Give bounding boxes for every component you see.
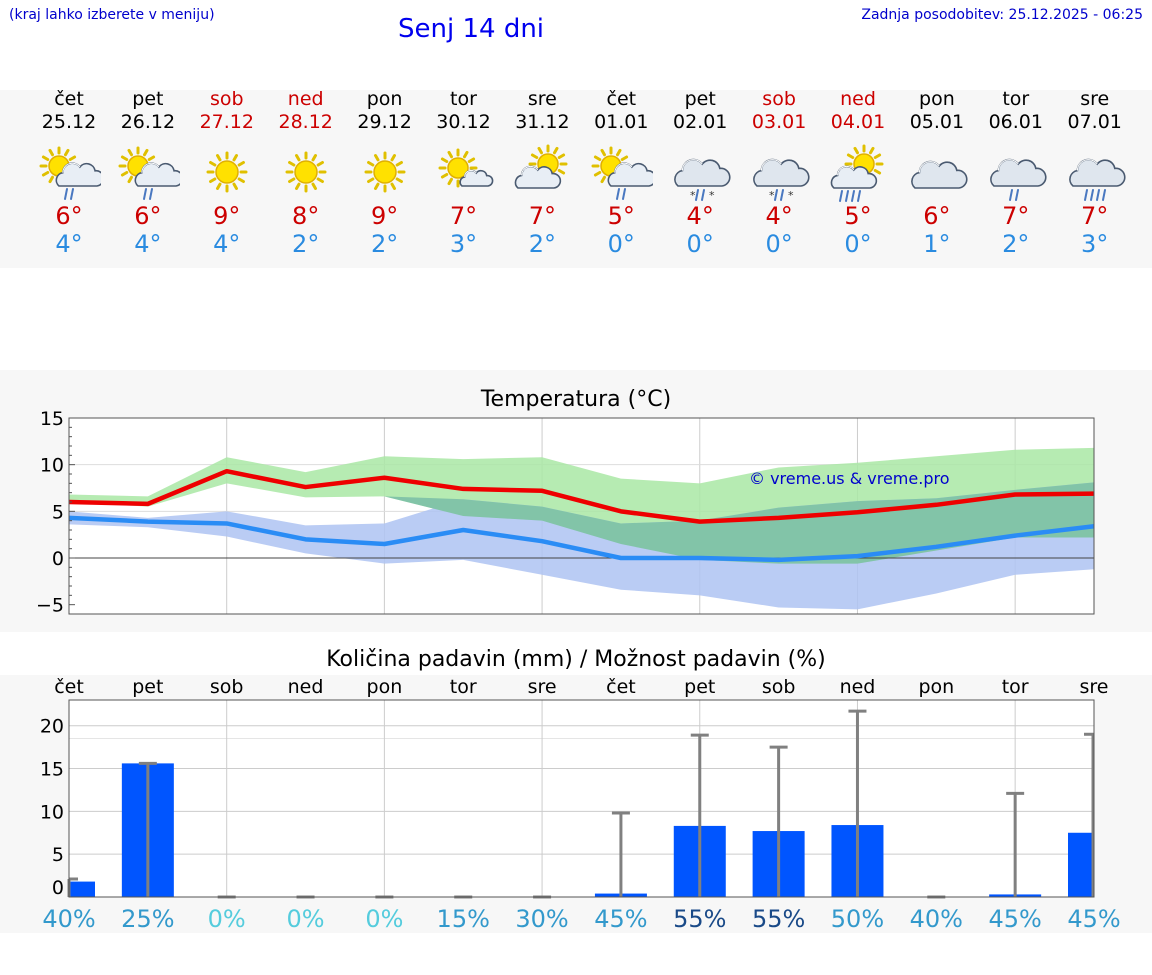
cloud-sleet-icon: * *	[674, 158, 731, 202]
sun-cloud-heavy-rain-icon	[830, 144, 884, 202]
temp-max: 9°	[213, 202, 241, 230]
day-name: sre	[527, 88, 557, 110]
temp-min: 3°	[449, 230, 478, 258]
forecast-day: sob 27.12 9° 4°	[187, 88, 267, 258]
day-date: 26.12	[120, 111, 176, 133]
forecast-day: čet 25.12 6° 4°	[29, 88, 109, 258]
day-date: 25.12	[41, 111, 97, 133]
svg-text:*: *	[690, 189, 696, 202]
sun-icon	[285, 151, 327, 193]
forecast-day: čet 01.01 5° 0°	[581, 88, 661, 258]
forecast-day: ned 28.12 8° 2°	[266, 88, 346, 258]
day-name: pet	[132, 88, 164, 110]
temp-min: 2°	[292, 230, 320, 258]
sun-cloud-rain-icon	[39, 146, 101, 200]
forecast-day: pet 26.12 6° 4°	[108, 88, 188, 258]
temp-min: 0°	[607, 230, 635, 258]
day-date: 30.12	[436, 111, 491, 133]
day-name: tor	[1002, 88, 1030, 110]
temp-max: 4°	[765, 202, 793, 230]
temp-min: 0°	[686, 230, 714, 258]
day-name: čet	[54, 88, 84, 110]
temp-max: 4°	[686, 202, 714, 230]
day-name: ned	[840, 88, 876, 110]
temp-min: 2°	[370, 230, 399, 258]
forecast-day: sre 07.01 7° 3°	[1055, 88, 1135, 258]
day-date: 27.12	[199, 111, 254, 133]
svg-text:*: *	[709, 189, 715, 202]
day-date: 01.01	[594, 111, 649, 133]
sun-icon	[206, 151, 248, 193]
temp-min: 0°	[844, 230, 872, 258]
forecast-day: ned 04.01 5° 0°	[818, 88, 898, 258]
day-date: 02.01	[672, 111, 728, 133]
forecast-day: sob 03.01 * * 4° 0°	[739, 88, 819, 258]
temp-max: 7°	[449, 202, 478, 230]
forecast-day: sre 31.12 7° 2°	[502, 88, 582, 258]
temperature-chart-title: Temperatura (°C)	[480, 387, 672, 412]
precipitation-chart-title: Količina padavin (mm) / Možnost padavin …	[326, 647, 826, 672]
sun-small-cloud-icon	[438, 148, 493, 188]
cloud-sleet-icon: * *	[753, 158, 810, 202]
temp-min: 4°	[134, 230, 162, 258]
sun-cloud-rain-icon	[591, 146, 654, 200]
day-date: 05.01	[909, 111, 965, 133]
day-date: 04.01	[830, 111, 886, 133]
day-date: 28.12	[278, 111, 333, 133]
temp-min: 2°	[1002, 230, 1030, 258]
svg-text:*: *	[788, 189, 794, 202]
region-hint: (kraj lahko izberete v meniju)	[9, 7, 215, 23]
temp-min: 0°	[765, 230, 793, 258]
temp-max: 5°	[844, 202, 872, 230]
precipitation-panel	[0, 675, 1152, 933]
forecast-day: pet 02.01 * * 4° 0°	[660, 88, 740, 258]
temp-min: 1°	[923, 230, 951, 258]
temp-max: 6°	[923, 202, 951, 230]
day-name: pon	[919, 88, 955, 110]
forecast-day: tor 30.12 7° 3°	[424, 88, 504, 258]
day-name: tor	[450, 88, 477, 110]
temp-max: 5°	[607, 202, 635, 230]
day-name: sob	[762, 88, 796, 110]
day-name: sre	[1080, 88, 1110, 110]
day-date: 03.01	[751, 111, 807, 133]
sun-cloud-rain-icon	[118, 146, 180, 200]
day-name: pet	[684, 88, 716, 110]
cloud-icon	[911, 160, 968, 189]
temp-max: 6°	[134, 202, 162, 230]
sun-icon	[364, 151, 406, 193]
day-date: 06.01	[988, 111, 1043, 133]
forecast-day: pon 29.12 9° 2°	[345, 88, 425, 258]
sun-cloud-icon	[515, 144, 568, 189]
day-date: 31.12	[515, 111, 570, 133]
last-updated: Zadnja posodobitev: 25.12.2025 - 06:25	[861, 7, 1143, 23]
temp-max: 7°	[528, 202, 557, 230]
day-name: sob	[210, 88, 244, 110]
temp-max: 8°	[292, 202, 320, 230]
cloud-rain-icon	[989, 158, 1047, 201]
svg-text:*: *	[769, 189, 775, 202]
forecast-day: pon 05.01 6° 1°	[897, 88, 977, 258]
temp-min: 3°	[1081, 230, 1109, 258]
day-name: pon	[366, 88, 403, 110]
page-title: Senj 14 dni	[398, 14, 545, 44]
temp-min: 4°	[55, 230, 83, 258]
temp-max: 7°	[1081, 202, 1109, 230]
cloud-heavy-rain-icon	[1068, 158, 1126, 201]
day-date: 07.01	[1067, 111, 1122, 133]
day-name: čet	[606, 88, 637, 110]
temp-max: 6°	[55, 202, 83, 230]
day-name: ned	[287, 88, 324, 110]
temp-max: 7°	[1002, 202, 1030, 230]
forecast-day: tor 06.01 7° 2°	[976, 88, 1056, 258]
temp-min: 4°	[213, 230, 241, 258]
temp-max: 9°	[370, 202, 399, 230]
day-date: 29.12	[357, 111, 412, 133]
temp-min: 2°	[528, 230, 557, 258]
